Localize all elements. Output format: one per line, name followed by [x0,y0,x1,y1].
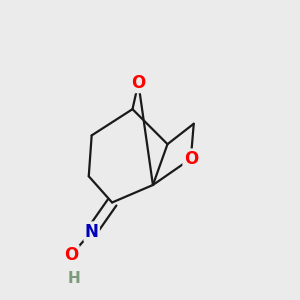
Text: O: O [131,74,146,92]
Text: O: O [64,246,78,264]
Text: N: N [85,223,99,241]
Text: O: O [184,150,198,168]
Text: H: H [68,271,80,286]
